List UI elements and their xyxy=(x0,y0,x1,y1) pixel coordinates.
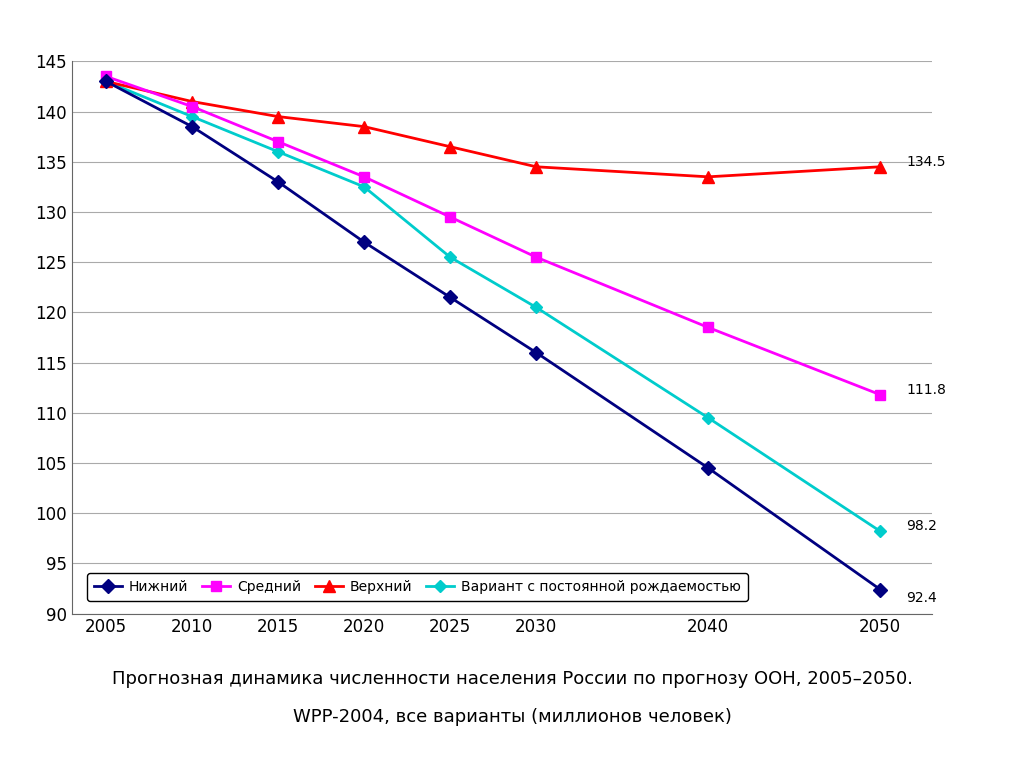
Нижний xyxy=(444,293,457,302)
Legend: Нижний, Средний, Верхний, Вариант с постоянной рождаемостью: Нижний, Средний, Верхний, Вариант с пост… xyxy=(87,573,748,601)
Text: 92.4: 92.4 xyxy=(906,591,937,604)
Нижний xyxy=(530,348,543,357)
Вариант с постоянной рождаемостью xyxy=(358,183,371,192)
Верхний xyxy=(100,77,113,86)
Средний xyxy=(100,72,113,81)
Text: 111.8: 111.8 xyxy=(906,383,946,397)
Средний xyxy=(530,252,543,262)
Вариант с постоянной рождаемостью xyxy=(874,527,887,536)
Line: Средний: Средний xyxy=(101,71,885,400)
Верхний xyxy=(186,97,199,106)
Верхний xyxy=(874,162,887,171)
Нижний xyxy=(272,177,285,186)
Вариант с постоянной рождаемостью xyxy=(530,303,543,312)
Средний xyxy=(358,173,371,182)
Верхний xyxy=(272,112,285,121)
Вариант с постоянной рождаемостью xyxy=(702,413,715,423)
Нижний xyxy=(702,463,715,472)
Средний xyxy=(874,390,887,400)
Text: WPP-2004, все варианты (миллионов человек): WPP-2004, все варианты (миллионов челове… xyxy=(293,708,731,726)
Верхний xyxy=(358,122,371,131)
Средний xyxy=(186,102,199,111)
Вариант с постоянной рождаемостью xyxy=(272,147,285,156)
Средний xyxy=(702,323,715,332)
Text: 134.5: 134.5 xyxy=(906,155,945,169)
Line: Нижний: Нижний xyxy=(101,77,885,594)
Верхний xyxy=(530,162,543,171)
Средний xyxy=(444,212,457,222)
Вариант с постоянной рождаемостью xyxy=(444,252,457,262)
Вариант с постоянной рождаемостью xyxy=(186,112,199,121)
Нижний xyxy=(186,122,199,131)
Средний xyxy=(272,137,285,146)
Нижний xyxy=(874,585,887,594)
Верхний xyxy=(702,173,715,182)
Line: Верхний: Верхний xyxy=(99,75,887,183)
Нижний xyxy=(358,238,371,247)
Верхний xyxy=(444,142,457,151)
Вариант с постоянной рождаемостью xyxy=(100,77,113,86)
Line: Вариант с постоянной рождаемостью: Вариант с постоянной рождаемостью xyxy=(102,77,885,535)
Нижний xyxy=(100,77,113,86)
Text: 98.2: 98.2 xyxy=(906,519,937,533)
Text: Прогнозная динамика численности населения России по прогнозу ООН, 2005–2050.: Прогнозная динамика численности населени… xyxy=(112,670,912,688)
